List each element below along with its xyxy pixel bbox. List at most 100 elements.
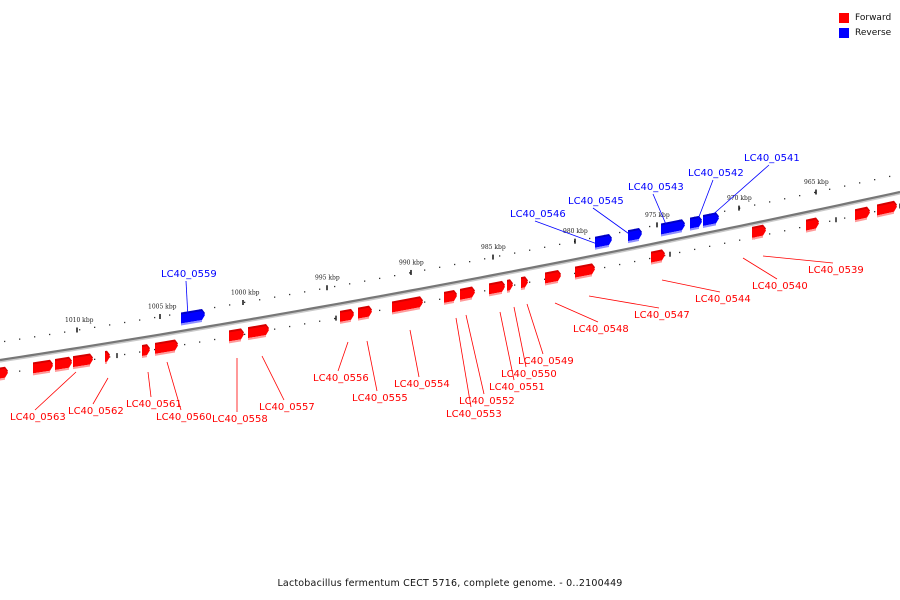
gene-lc40-0551 [489, 282, 505, 295]
unlabeled-gene-shadow [0, 377, 5, 381]
legend: Forward Reverse [839, 10, 891, 40]
gene-leader-line [708, 164, 770, 219]
lower-track-dot [529, 281, 531, 283]
gene-lc40-0556-shadow [340, 319, 351, 324]
lower-track-dot [439, 298, 441, 300]
gene-lc40-0542 [690, 217, 702, 229]
gene-lc40-0561-shadow [142, 355, 147, 359]
lower-track-dot [634, 260, 636, 263]
gene-lc40-0554-shadow [392, 307, 420, 315]
lower-track-dot [244, 333, 246, 336]
gene-lc40-0548 [545, 272, 561, 284]
lower-track-dot [544, 278, 546, 280]
gene-lc40-0550-shadow [507, 290, 510, 293]
gene-leader-line [526, 303, 544, 355]
gene-leader-line [499, 311, 515, 381]
scale-tick-label: 990 kbp [399, 259, 424, 266]
scale-track-dot [214, 306, 216, 309]
gene-label-lc40-0561: LC40_0561 [126, 399, 182, 410]
unlabeled-gene [73, 355, 93, 368]
backbone-shadow [0, 192, 900, 363]
gene-lc40-0547 [575, 265, 595, 278]
lower-track-dot [649, 257, 651, 260]
gene-lc40-0546-shadow [595, 244, 609, 250]
gene-lc40-0540-shadow [752, 235, 763, 240]
gene-label-lc40-0550: LC40_0550 [501, 369, 557, 380]
scale-track-dot [724, 210, 726, 212]
lower-track-dot [154, 348, 156, 351]
lower-track-dot [574, 272, 576, 275]
scale-track-dot [274, 296, 276, 298]
scale-track-dot [469, 261, 471, 263]
scale-tick-label: 1010 kbp [65, 317, 94, 324]
gene-leader-line [92, 377, 109, 405]
scale-track-dot [754, 204, 756, 206]
gene-lc40-0541 [703, 214, 719, 227]
scale-track-dot [49, 333, 51, 336]
gene-lc40-0557 [248, 326, 269, 339]
forward-swatch [839, 12, 849, 23]
unlabeled-gene-shadow [877, 211, 894, 218]
scale-track-dot [79, 329, 81, 331]
gene-lc40-0558-shadow [229, 339, 241, 344]
scale-tick-label: 965 kbp [804, 179, 829, 186]
scale-tick-label: 985 kbp [481, 244, 506, 251]
gene-lc40-0542-shadow [690, 226, 699, 231]
gene-leader-line [185, 280, 189, 319]
gene-label-lc40-0548: LC40_0548 [573, 324, 629, 335]
lower-track-dot [844, 217, 846, 219]
unlabeled-gene-shadow [73, 364, 90, 370]
gene-leader-line [147, 371, 152, 398]
scale-track-dot [94, 326, 96, 328]
lower-track-dot [379, 309, 381, 312]
scale-track-dot [304, 291, 306, 293]
scale-track-dot [544, 246, 546, 248]
scale-tick-label: 970 kbp [727, 195, 752, 202]
scale-track-dot [259, 299, 261, 301]
scale-track-dot [529, 249, 531, 251]
gene-label-lc40-0556: LC40_0556 [313, 373, 369, 384]
unlabeled-gene [0, 368, 8, 379]
lower-track-dot [334, 317, 336, 320]
gene-leader-line [696, 179, 714, 223]
gene-lc40-0553 [444, 291, 457, 303]
gene-label-lc40-0551: LC40_0551 [489, 382, 545, 393]
gene-leader-line [742, 257, 778, 280]
lower-track-dot [124, 353, 126, 356]
scale-track-dot [409, 272, 411, 274]
gene-label-lc40-0545: LC40_0545 [568, 196, 624, 207]
scale-track-dot [4, 340, 6, 343]
scale-track-dot [454, 263, 456, 266]
gene-label-lc40-0557: LC40_0557 [259, 402, 315, 413]
scale-tick-label: 995 kbp [315, 275, 340, 282]
gene-lc40-0539 [806, 219, 819, 231]
scale-track-dot [109, 324, 111, 326]
lower-track-dot [679, 251, 681, 254]
gene-leader-line [261, 355, 285, 401]
gene-lc40-0562-shadow [105, 361, 107, 365]
gene-lc40-0552-shadow [460, 297, 472, 302]
scale-track-dot [19, 338, 21, 340]
lower-track-dot [784, 230, 786, 232]
gene-label-lc40-0549: LC40_0549 [518, 356, 574, 367]
unlabeled-gene [855, 208, 870, 221]
gene-lc40-0543-shadow [661, 230, 682, 237]
gene-label-lc40-0563: LC40_0563 [10, 412, 66, 423]
gene-lc40-0561 [142, 346, 150, 357]
scale-track-dot [364, 280, 366, 282]
gene-lc40-0551-shadow [489, 291, 502, 297]
gene-label-lc40-0559: LC40_0559 [161, 269, 217, 280]
gene-lc40-0560-shadow [155, 350, 175, 356]
scale-track-dot [769, 201, 771, 203]
scale-track-dot [814, 191, 816, 194]
gene-leader-line [652, 193, 669, 230]
scale-track-dot [229, 304, 231, 306]
gene-label-lc40-0558: LC40_0558 [212, 414, 268, 425]
scale-track-dot [154, 316, 156, 319]
lower-track-dot [604, 266, 606, 269]
gene-lc40-0558 [229, 330, 244, 342]
gene-lc40-0560 [155, 341, 178, 354]
lower-track-dot [724, 242, 726, 244]
lower-track-dot [739, 239, 741, 241]
